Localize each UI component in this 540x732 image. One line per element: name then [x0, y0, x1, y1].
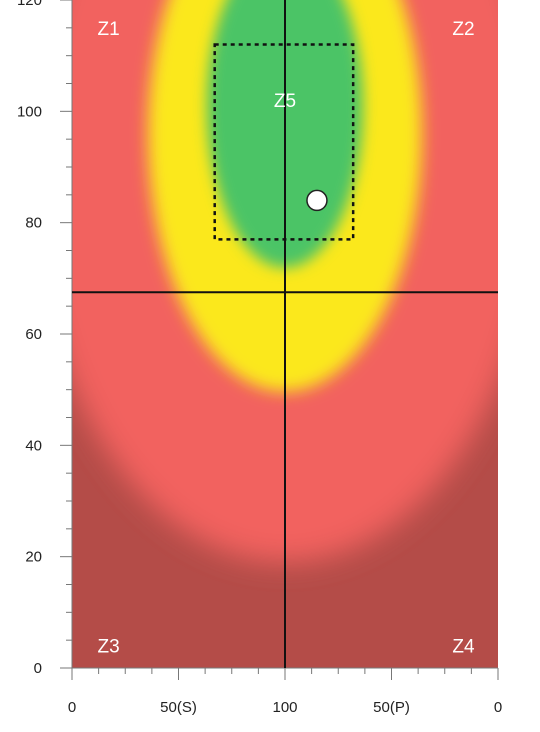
x-tick-label: 0: [494, 699, 502, 716]
zone-labels: Z1 Z2 Z3 Z4 Z5: [98, 19, 475, 658]
zone-label-z2: Z2: [452, 19, 474, 40]
x-axis-ticks: 0 50(S) 100 50(P) 0: [68, 668, 502, 716]
y-tick-label: 100: [17, 103, 42, 120]
data-point: [306, 189, 328, 212]
y-tick-label: 80: [25, 215, 42, 232]
zone-label-z3: Z3: [98, 637, 120, 658]
x-tick-label: 50(S): [160, 699, 197, 716]
y-tick-label: 40: [25, 437, 42, 454]
x-tick-label: 50(P): [373, 699, 410, 716]
y-axis-ticks: 0 20 40 60 80 100 120: [17, 0, 72, 677]
zone-label-z5: Z5: [274, 91, 296, 112]
x-tick-label: 100: [272, 699, 297, 716]
zone-label-z1: Z1: [98, 19, 120, 40]
y-tick-label: 120: [17, 0, 42, 9]
y-tick-label: 60: [25, 326, 42, 343]
target-box: [213, 43, 355, 241]
zone-label-z4: Z4: [452, 637, 475, 658]
x-tick-label: 0: [68, 699, 76, 716]
y-tick-label: 20: [25, 549, 42, 566]
y-tick-label: 0: [34, 660, 42, 677]
